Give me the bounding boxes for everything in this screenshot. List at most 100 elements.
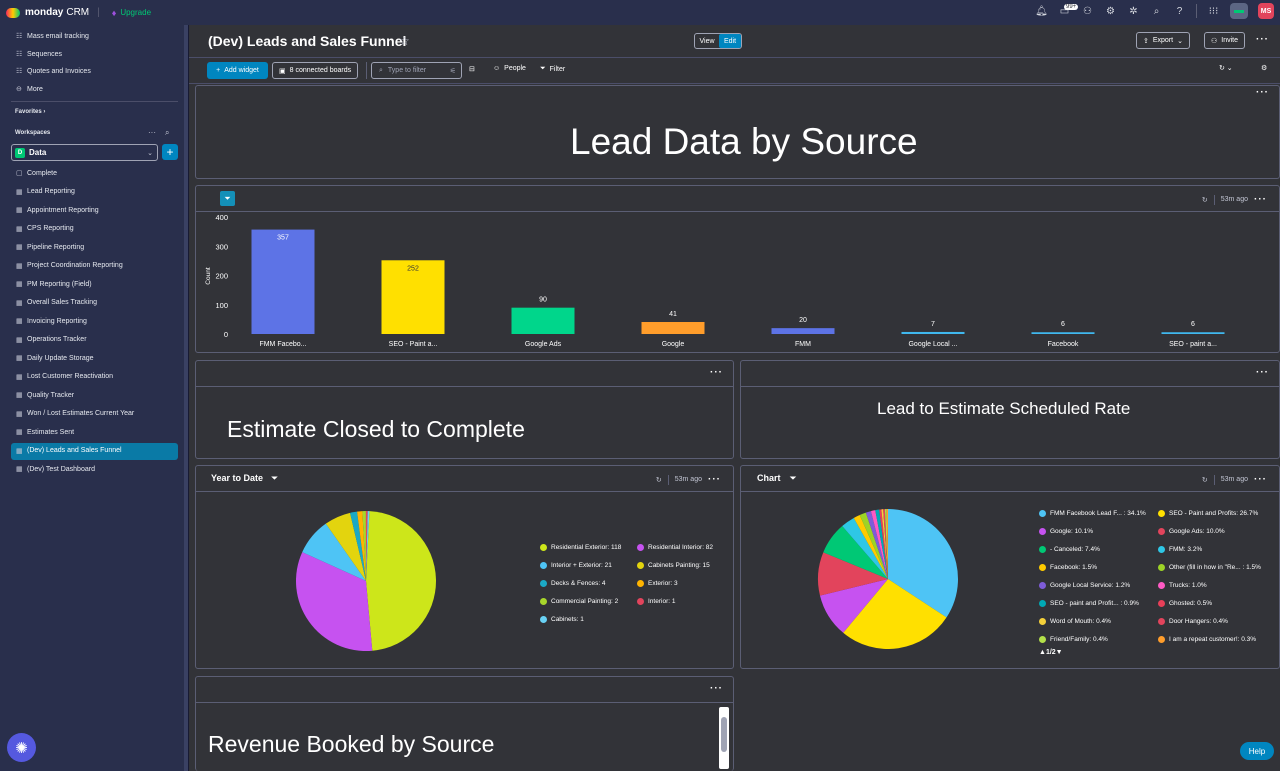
legend-item[interactable]: Other (fill in how in "Re... : 1.5% (1158, 564, 1261, 571)
account-switcher[interactable] (1230, 3, 1248, 19)
legend-item[interactable]: Google Local Service: 1.2% (1039, 582, 1130, 589)
logo[interactable]: monday CRM (6, 7, 89, 18)
legend-item[interactable]: Word of Mouth: 0.4% (1039, 618, 1111, 625)
connected-boards-button[interactable]: ▣ 8 connected boards (272, 62, 359, 79)
more-dots-icon[interactable]: ··· (708, 474, 721, 485)
sidebar-board-item[interactable]: ▦ Daily Update Storage (16, 354, 94, 363)
export-button[interactable]: ⇪ Export ⌄ (1136, 32, 1190, 49)
settings-icon[interactable]: ✺ (7, 733, 36, 762)
legend-item[interactable]: FMM: 3.2% (1158, 546, 1202, 553)
sidebar-board-item[interactable]: ▦ Quality Tracker (16, 391, 74, 400)
sidebar-board-item[interactable]: ▢ Complete (16, 169, 57, 178)
legend-item[interactable]: Google Ads: 10.0% (1158, 528, 1225, 535)
filter-options-icon[interactable]: ⚟ (449, 67, 456, 75)
scrollbar-thumb[interactable] (721, 717, 727, 752)
legend-item[interactable]: Google: 10.1% (1039, 528, 1093, 535)
more-dots-icon[interactable]: ··· (710, 367, 723, 378)
people-filter[interactable]: ☺ People (493, 65, 526, 72)
sidebar-board-item[interactable]: ▦ PM Reporting (Field) (16, 280, 92, 289)
legend-item[interactable]: Trucks: 1.0% (1158, 582, 1207, 589)
add-item-button[interactable]: + (162, 144, 178, 160)
legend-item[interactable]: Residential Interior: 82 (637, 544, 713, 551)
sidebar-scrollbar[interactable] (184, 25, 188, 771)
more-dots-icon[interactable]: ··· (148, 128, 156, 137)
filter-placeholder: Type to filter (387, 67, 427, 74)
more-dots-icon[interactable]: ··· (1254, 194, 1267, 205)
legend-item[interactable]: Friend/Family: 0.4% (1039, 636, 1108, 643)
widget-scrollbar[interactable] (719, 707, 729, 769)
legend-item[interactable]: I am a repeat customer!: 0.3% (1158, 636, 1256, 643)
sidebar-board-item[interactable]: ▦ Invoicing Reporting (16, 317, 87, 326)
legend-label: Cabinets Painting: 15 (648, 562, 710, 569)
legend-item[interactable]: - Canceled: 7.4% (1039, 546, 1100, 553)
sidebar-board-item[interactable]: ▦ (Dev) Test Dashboard (16, 465, 95, 474)
sidebar-item-sequences[interactable]: ☷ Sequences (16, 50, 62, 59)
refresh-icon[interactable]: ↻ (1201, 476, 1208, 484)
view-button[interactable]: View (699, 37, 715, 45)
sidebar-board-item[interactable]: ▦ CPS Reporting (16, 225, 74, 233)
bell-icon[interactable]: 🔔︎ (1035, 5, 1048, 17)
avatar[interactable]: MS (1258, 3, 1274, 19)
sidebar-board-item[interactable]: ▦ Project Coordination Reporting (16, 262, 123, 270)
integrations-icon[interactable]: ✲ (1129, 5, 1138, 17)
save-view-icon[interactable]: ⊟ (469, 66, 475, 73)
apps-icon[interactable]: ⚙ (1106, 5, 1115, 17)
sidebar-board-item[interactable]: ▦ (Dev) Leads and Sales Funnel (16, 447, 122, 455)
refresh-icon[interactable]: ↻ ⌄ (1219, 65, 1233, 72)
more-dots-icon[interactable]: ··· (710, 683, 723, 694)
legend-item[interactable]: Commercial Painting: 2 (540, 598, 618, 605)
legend-item[interactable]: Residential Exterior: 118 (540, 544, 621, 551)
legend-item[interactable]: Facebook: 1.5% (1039, 564, 1097, 571)
sidebar-board-item[interactable]: ▦ Overall Sales Tracking (16, 299, 97, 307)
legend-item[interactable]: SEO - Paint and Profits: 26.7% (1158, 510, 1258, 517)
legend-item[interactable]: FMM Facebook Lead F... : 34.1% (1039, 510, 1146, 517)
app-grid-icon[interactable]: ⁝⁝⁝ (1208, 5, 1219, 17)
settings-gear-icon[interactable]: ⚙ (1261, 65, 1268, 72)
filter-icon[interactable]: ⏷ (220, 191, 235, 206)
filter-input[interactable]: ⌕ Type to filter ⚟ (371, 62, 462, 79)
sidebar-board-item[interactable]: ▦ Lost Customer Reactivation (16, 373, 113, 381)
help-button[interactable]: Help (1240, 742, 1274, 760)
sidebar-item-more[interactable]: ⊖ More (16, 85, 43, 94)
legend-item[interactable]: Ghosted: 0.5% (1158, 600, 1212, 607)
legend-item[interactable]: Door Hangers: 0.4% (1158, 618, 1228, 625)
sidebar-board-item[interactable]: ▦ Estimates Sent (16, 428, 74, 437)
star-icon[interactable]: ☆ (399, 34, 410, 48)
refresh-icon[interactable]: ↻ (655, 476, 662, 484)
upgrade-link[interactable]: ♦ Upgrade (112, 8, 151, 18)
sidebar-item-mass-email[interactable]: ☷ Mass email tracking (16, 32, 89, 41)
legend-item[interactable]: SEO - paint and Profit... : 0.9% (1039, 600, 1139, 607)
add-widget-button[interactable]: + Add widget (207, 62, 268, 79)
sidebar-board-item[interactable]: ▦ Lead Reporting (16, 188, 75, 196)
bar-value-label: 90 (539, 297, 547, 304)
legend-item[interactable]: Interior: 1 (637, 598, 675, 605)
inbox-icon[interactable]: ▭ 99+ (1059, 3, 1079, 17)
more-dots-icon[interactable]: ··· (1256, 367, 1269, 378)
sidebar-item-quotes[interactable]: ☷ Quotes and Invoices (16, 67, 91, 76)
sidebar-board-item[interactable]: ▦ Appointment Reporting (16, 206, 99, 215)
filter-icon[interactable]: ⏷ (789, 473, 797, 483)
legend-item[interactable]: Decks & Fences: 4 (540, 580, 606, 587)
invite-button[interactable]: ⚇ Invite (1204, 32, 1246, 49)
more-dots-icon[interactable]: ··· (1256, 34, 1269, 45)
refresh-icon[interactable]: ↻ (1201, 196, 1208, 204)
workspace-select[interactable]: D Data ⌄ (11, 144, 158, 161)
favorites-section[interactable]: Favorites › (15, 109, 45, 115)
search-icon[interactable]: ⌕ (165, 128, 170, 137)
edit-button[interactable]: Edit (719, 34, 741, 48)
legend-item[interactable]: Cabinets: 1 (540, 616, 584, 623)
legend-item[interactable]: Interior + Exterior: 21 (540, 562, 612, 569)
help-icon[interactable]: ? (1176, 5, 1183, 17)
invite-members-icon[interactable]: ⚇ (1083, 5, 1092, 17)
filter-button[interactable]: ⏷ Filter (540, 65, 565, 73)
legend-pagination[interactable]: ▲1/2▼ (1039, 649, 1063, 656)
sidebar-board-item[interactable]: ▦ Operations Tracker (16, 336, 87, 344)
sidebar-board-item[interactable]: ▦ Won / Lost Estimates Current Year (16, 410, 134, 418)
more-dots-icon[interactable]: ··· (1254, 474, 1267, 485)
more-dots-icon[interactable]: ··· (1256, 87, 1269, 98)
search-icon[interactable]: ⌕ (1153, 5, 1160, 17)
sidebar-board-item[interactable]: ▦ Pipeline Reporting (16, 243, 84, 252)
legend-item[interactable]: Cabinets Painting: 15 (637, 562, 710, 569)
legend-item[interactable]: Exterior: 3 (637, 580, 678, 587)
filter-icon[interactable]: ⏷ (271, 473, 279, 483)
